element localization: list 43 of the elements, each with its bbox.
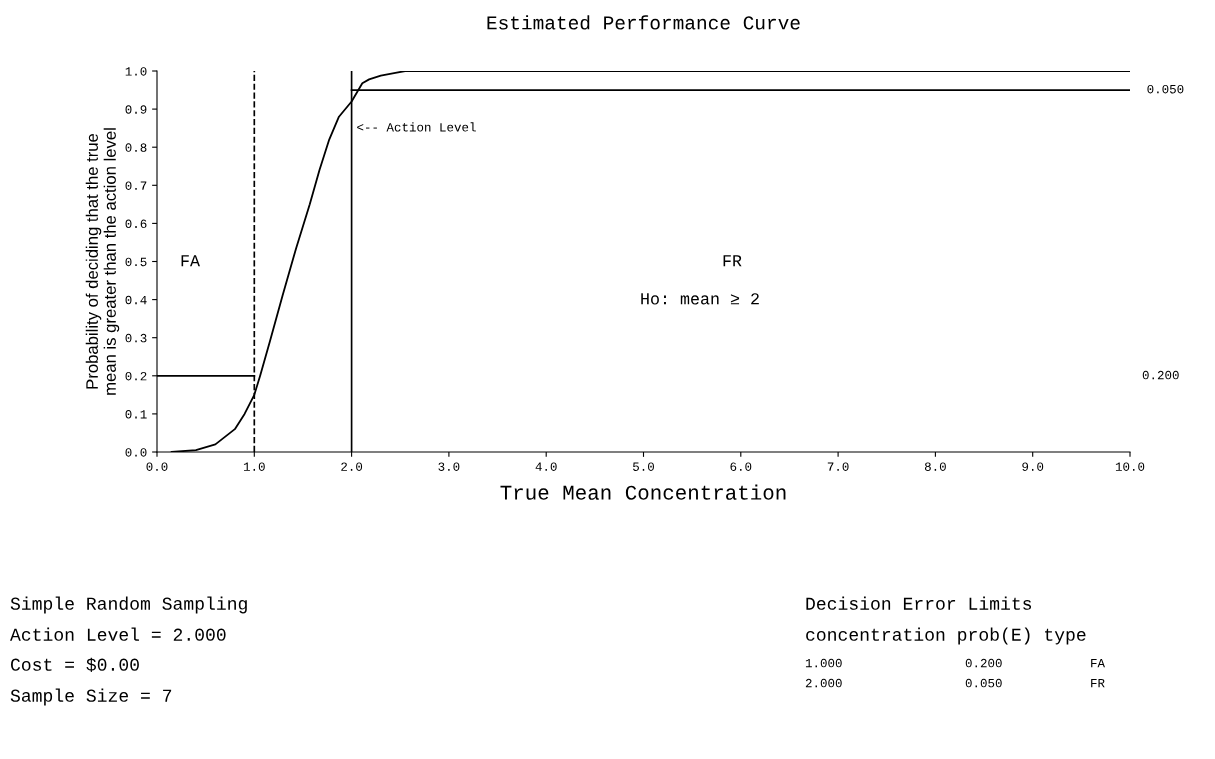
- y-tick-label: 0.3: [125, 333, 147, 343]
- x-tick-label: 3.0: [438, 462, 460, 471]
- y-tick-label: 0.5: [125, 257, 147, 267]
- x-tick-label: 5.0: [633, 462, 654, 471]
- y-axis-title: Probability of deciding that the true mean is greater than the action level: [85, 128, 120, 395]
- chart-title: Estimated Performance Curve: [487, 15, 800, 30]
- x-tick-label: 9.0: [1022, 462, 1044, 471]
- x-tick-label: 7.0: [827, 462, 849, 471]
- text: Sample Size = 7: [10, 688, 172, 706]
- x-tick-label: 1.0: [243, 462, 265, 471]
- text: 0.050: [965, 678, 1002, 688]
- y-tick-label: 1.0: [125, 67, 147, 76]
- text: 0.200: [965, 658, 1002, 668]
- y-tick-label: 0.1: [125, 410, 147, 419]
- y-tick-label: 0.9: [125, 105, 147, 114]
- annotation: <-- Action Level: [357, 122, 476, 132]
- x-tick-label: 0.0: [146, 462, 168, 471]
- x-tick-label: 6.0: [730, 462, 752, 471]
- annotation: Ho: mean ≥ 2: [641, 293, 759, 305]
- y-tick-label: 0.6: [125, 219, 147, 229]
- y-tick-label: 0.8: [125, 143, 147, 152]
- annotation: FR: [723, 255, 742, 267]
- x-axis-title: True Mean Concentration: [500, 484, 786, 500]
- annotation: FA: [181, 255, 200, 267]
- y-tick-label: 0.4: [125, 295, 147, 305]
- text: Simple Random Sampling: [10, 596, 247, 614]
- x-tick-label: 10.0: [1115, 462, 1145, 471]
- text: Decision Error Limits: [806, 596, 1032, 610]
- text: FA: [1091, 659, 1105, 668]
- text: concentration prob(E) type: [806, 627, 1086, 645]
- y-tick-label: 0.7: [125, 181, 147, 190]
- y-tick-label: 0.2: [125, 371, 147, 381]
- annotation: 0.050: [1147, 84, 1184, 94]
- x-tick-label: 4.0: [535, 462, 557, 471]
- text: Cost = $0.00: [11, 657, 139, 672]
- text: 2.000: [805, 678, 842, 688]
- text: 0.200: [1142, 370, 1179, 380]
- x-tick-label: 8.0: [924, 462, 946, 471]
- x-tick-label: 2.0: [341, 462, 363, 471]
- text: 1.000: [805, 658, 842, 668]
- text: Action Level = 2.000: [10, 627, 226, 641]
- y-tick-label: 0.0: [125, 448, 147, 457]
- text: FR: [1091, 679, 1105, 688]
